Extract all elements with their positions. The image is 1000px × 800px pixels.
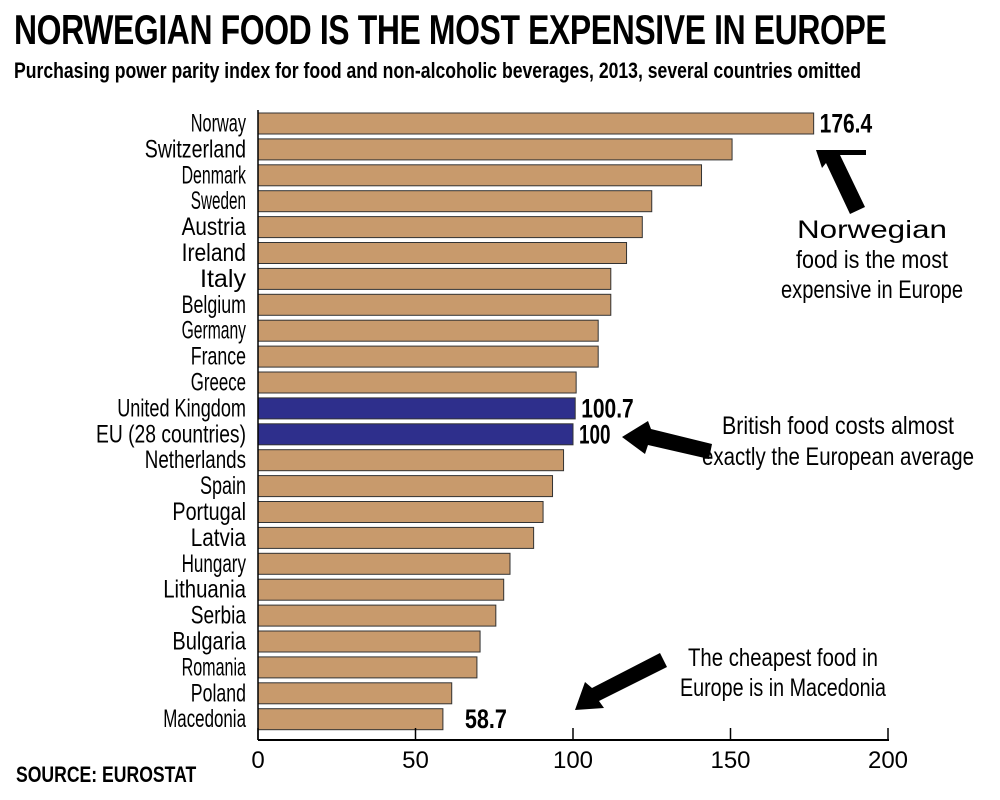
annotation-1-line-3: expensive in Europe xyxy=(781,276,963,304)
annotation-1-line-2: food is the most xyxy=(796,246,948,274)
bar-poland xyxy=(257,682,453,705)
value-label-norway: 176.4 xyxy=(820,109,873,139)
x-tick-label-150: 150 xyxy=(710,747,750,774)
category-label-macedonia: Macedonia xyxy=(163,705,246,733)
bar-hungary xyxy=(257,552,511,575)
category-label-sweden: Sweden xyxy=(191,187,246,215)
value-label-united-kingdom: 100.7 xyxy=(581,393,634,423)
category-label-netherlands: Netherlands xyxy=(145,446,246,474)
category-label-italy: Italy xyxy=(200,265,246,293)
bar-ireland xyxy=(257,242,628,264)
x-tick-label-0: 0 xyxy=(251,747,264,774)
category-label-denmark: Denmark xyxy=(182,161,247,189)
annotation-2-arrow-icon xyxy=(622,421,712,459)
bar-greece xyxy=(257,371,577,394)
value-label-macedonia: 58.7 xyxy=(465,704,507,734)
category-label-belgium: Belgium xyxy=(182,291,246,319)
category-label-portugal: Portugal xyxy=(172,498,246,526)
category-label-hungary: Hungary xyxy=(182,550,247,578)
x-tick-label-200: 200 xyxy=(868,747,908,774)
value-label-eu-28-countries: 100 xyxy=(579,419,611,449)
category-label-ireland: Ireland xyxy=(182,239,246,267)
category-label-greece: Greece xyxy=(191,369,246,397)
annotation-1-line-1: Norwegian xyxy=(797,216,947,244)
chart-subtitle: Purchasing power parity index for food a… xyxy=(14,58,861,83)
source-note: SOURCE: EUROSTAT xyxy=(16,762,197,787)
bar-denmark xyxy=(257,164,703,187)
category-labels: NorwaySwitzerlandDenmarkSwedenAustriaIre… xyxy=(96,110,246,734)
category-label-poland: Poland xyxy=(191,679,246,707)
bar-united-kingdom xyxy=(257,397,576,420)
category-label-united-kingdom: United Kingdom xyxy=(117,394,246,422)
annotation-2-line-1: British food costs almost xyxy=(722,412,954,440)
bar-bulgaria xyxy=(257,630,481,653)
bar-norway xyxy=(257,112,815,135)
x-tick-label-100: 100 xyxy=(553,747,593,774)
bar-portugal xyxy=(257,501,544,523)
bar-switzerland xyxy=(257,138,733,161)
annotation-3-line-1: The cheapest food in xyxy=(688,644,878,672)
x-tick-label-50: 50 xyxy=(402,747,429,774)
bar-austria xyxy=(257,216,643,239)
bar-lithuania xyxy=(257,578,505,601)
category-label-romania: Romania xyxy=(182,653,246,681)
category-label-lithuania: Lithuania xyxy=(163,576,246,604)
bar-serbia xyxy=(257,604,497,627)
category-label-latvia: Latvia xyxy=(191,524,246,552)
bar-italy xyxy=(257,267,612,290)
bar-spain xyxy=(257,475,554,498)
category-label-spain: Spain xyxy=(200,472,246,500)
bar-france xyxy=(257,345,599,368)
annotation-3-arrow-icon xyxy=(575,653,667,710)
bar-sweden xyxy=(257,190,653,213)
category-label-germany: Germany xyxy=(182,317,247,345)
category-label-norway: Norway xyxy=(191,110,247,138)
bar-belgium xyxy=(257,293,612,316)
bar-latvia xyxy=(257,526,535,549)
category-label-eu-28-countries: EU (28 countries) xyxy=(96,420,246,448)
annotation-2-line-2: exactly the European average xyxy=(702,443,974,471)
category-label-austria: Austria xyxy=(182,213,246,241)
bar-eu-28-countries xyxy=(257,423,574,446)
annotation-3-line-2: Europe is in Macedonia xyxy=(680,674,886,702)
category-label-serbia: Serbia xyxy=(191,602,246,630)
bar-germany xyxy=(257,319,599,342)
chart-title: NORWEGIAN FOOD IS THE MOST EXPENSIVE IN … xyxy=(14,6,887,53)
x-axis: 0 50 100 150 200 xyxy=(251,110,908,774)
bar-romania xyxy=(257,656,478,679)
category-label-france: France xyxy=(191,343,246,371)
category-label-switzerland: Switzerland xyxy=(145,135,246,163)
category-label-bulgaria: Bulgaria xyxy=(172,628,246,656)
annotation-1-arrow-icon xyxy=(816,150,866,214)
bar-macedonia xyxy=(257,708,444,731)
bar-netherlands xyxy=(257,449,565,472)
